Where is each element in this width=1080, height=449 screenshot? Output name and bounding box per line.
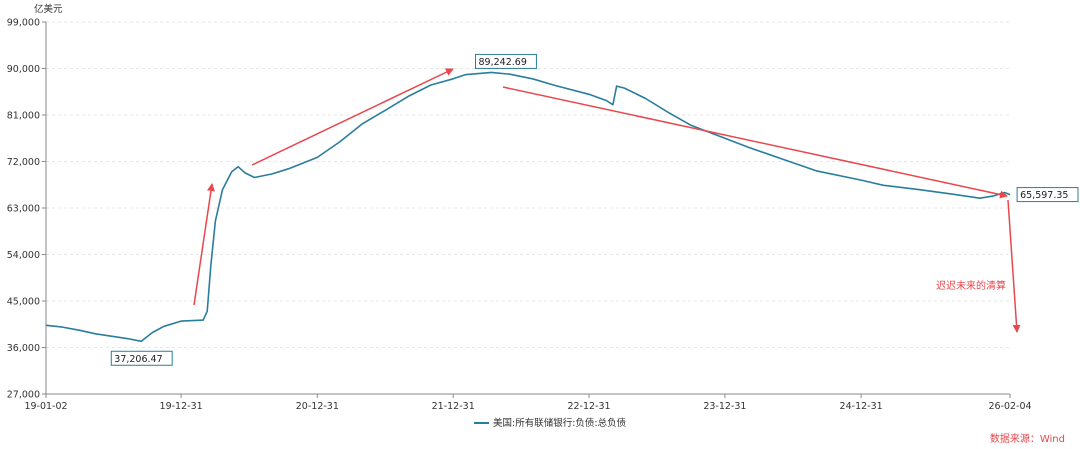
annotation-text: 37,206.47 xyxy=(114,354,162,365)
annotations: 37,206.47 89,242.69 65,597.35 xyxy=(110,53,1079,366)
x-tick-label: 20-12-31 xyxy=(296,401,339,412)
series-group xyxy=(45,71,1011,343)
y-tick-label: 72,000 xyxy=(7,157,40,168)
gridlines xyxy=(46,21,1010,348)
trend-arrow-2020-surge xyxy=(193,183,215,306)
y-axis-ticks: 27,000 36,000 45,000 54,000 63,000 72,000 81,0… xyxy=(7,18,46,401)
note-text: 迟迟未来的清算 xyxy=(936,279,1006,292)
x-tick-label: 24-12-31 xyxy=(840,401,883,412)
y-tick-label: 36,000 xyxy=(7,343,40,354)
annotation-label: 37,206.47 xyxy=(110,350,173,366)
x-axis-ticks: 19-01-02 19-12-31 20-12-31 21-12-31 22-12-31… xyxy=(24,394,1032,412)
trend-arrow-rise-to-peak xyxy=(251,68,454,166)
y-tick-label: 45,000 xyxy=(7,297,40,308)
x-tick-label: 23-12-31 xyxy=(703,401,746,412)
annotation-box xyxy=(475,53,537,69)
x-tick-label: 19-01-02 xyxy=(24,401,67,412)
legend-label: 美国:所有联储银行:负债:总负债 xyxy=(493,417,627,429)
y-tick-label: 99,000 xyxy=(7,18,40,29)
annotation-text: 89,242.69 xyxy=(479,57,527,68)
annotation-label: 65,597.35 xyxy=(1016,187,1079,203)
y-tick-label: 90,000 xyxy=(7,64,40,75)
annotation-box xyxy=(110,350,173,366)
y-tick-label: 27,000 xyxy=(7,390,40,401)
y-tick-label: 54,000 xyxy=(7,250,40,261)
x-tick-label: 19-12-31 xyxy=(160,401,203,412)
annotation-text: 65,597.35 xyxy=(1020,190,1068,201)
trend-arrow-decline xyxy=(502,86,1008,199)
legend: 美国:所有联储银行:负债:总负债 xyxy=(474,417,627,429)
trend-arrow-down xyxy=(1007,199,1021,333)
y-axis-unit: 亿美元 xyxy=(34,3,63,15)
y-tick-label: 81,000 xyxy=(7,111,40,122)
trend-arrows xyxy=(193,68,1021,333)
x-tick-label: 21-12-31 xyxy=(432,401,475,412)
series-line xyxy=(45,71,1011,343)
y-tick-label: 63,000 xyxy=(7,204,40,215)
annotation-label: 89,242.69 xyxy=(475,53,537,69)
x-tick-label: 22-12-31 xyxy=(567,401,610,412)
x-tick-label: 26-02-04 xyxy=(988,401,1031,412)
annotation-box xyxy=(1016,187,1079,203)
source-text: 数据来源：Wind xyxy=(990,432,1065,445)
